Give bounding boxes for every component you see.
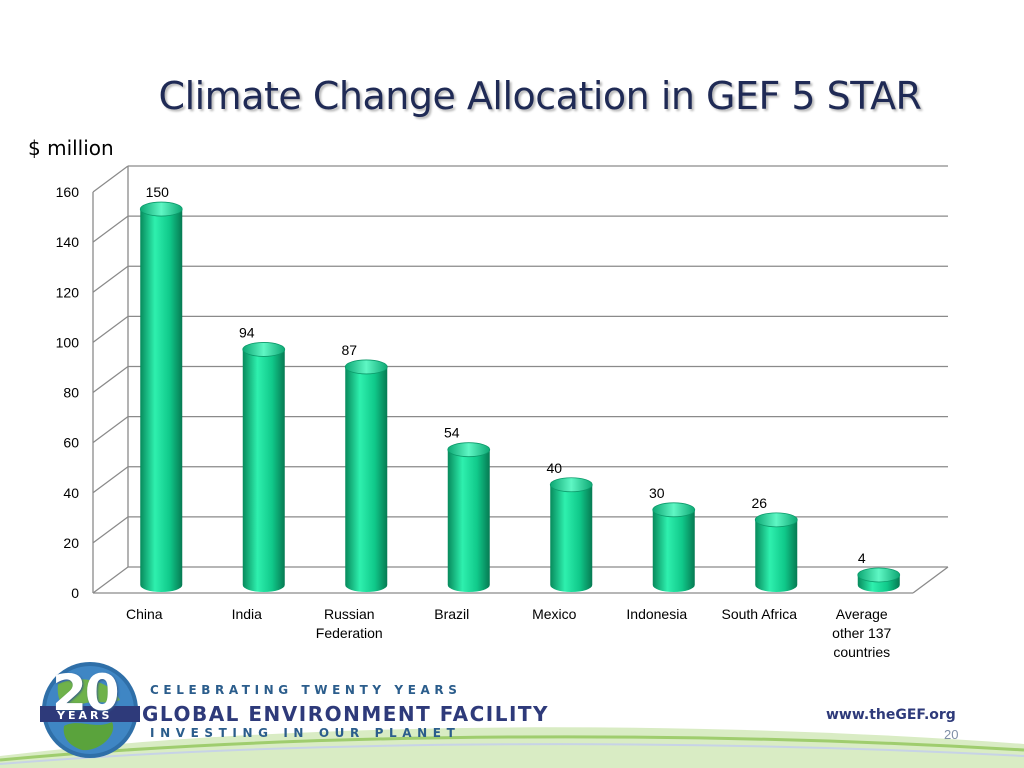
bar-top (754, 512, 798, 528)
bar-body (140, 209, 183, 593)
gridline-depth (92, 466, 129, 494)
bar-body (652, 509, 695, 592)
data-label: 87 (341, 342, 357, 358)
x-tick-label: Average other 137 countries (832, 606, 891, 660)
x-tick-label: India (232, 606, 263, 622)
y-tick-label: 120 (56, 284, 80, 300)
x-tick-label: Russian Federation (316, 606, 383, 641)
y-tick-label: 100 (56, 334, 80, 350)
x-tick-label: South Africa (722, 606, 798, 622)
data-label: 40 (546, 460, 562, 476)
axis-layer: 0 20 40 60 80 100 120 140 160 (56, 184, 94, 601)
x-tick-label: China (126, 606, 163, 622)
footer-org-name: GLOBAL ENVIRONMENT FACILITY (142, 702, 550, 726)
y-tick-label: 20 (63, 535, 79, 551)
y-tick-label: 160 (56, 184, 80, 200)
bar-top (242, 342, 286, 357)
bar (857, 567, 901, 593)
bar (447, 442, 491, 593)
y-tick-label: 40 (63, 485, 79, 501)
gridline-depth (92, 215, 129, 243)
gridline-depth (92, 165, 129, 193)
logo-years: YEARS (57, 709, 113, 722)
gridline-depth (92, 315, 129, 343)
data-label: 4 (858, 550, 866, 566)
bar (242, 342, 286, 593)
data-label: 94 (239, 324, 255, 340)
gridline-depth (92, 365, 129, 394)
grid-layer (92, 165, 949, 594)
bar (549, 477, 593, 593)
footer-celebrating: CELEBRATING TWENTY YEARS (150, 683, 462, 697)
bar (139, 201, 183, 593)
bar-top (139, 201, 183, 217)
bar-layer (139, 201, 901, 593)
unit-label: $ million (28, 136, 114, 160)
bar (344, 359, 388, 593)
bar-chart: 0 20 40 60 80 100 120 140 160 150 China 94 India 87 R… (56, 165, 949, 660)
label-layer: 150 China 94 India 87 Russian Federation 54 Braz… (126, 184, 892, 660)
x-tick-label: Brazil (434, 606, 469, 622)
footer-swoosh (0, 662, 1024, 768)
bar-body (550, 484, 593, 593)
y-tick-label: 80 (63, 385, 79, 401)
gridline-depth (92, 566, 129, 594)
bar (754, 512, 798, 593)
page-number: 20 (944, 727, 959, 742)
bar-top (652, 502, 696, 518)
floor-right-edge (912, 566, 949, 594)
y-tick-label: 140 (56, 234, 80, 250)
bar-top (549, 477, 593, 493)
data-label: 54 (444, 425, 460, 441)
bar-top (447, 442, 491, 458)
x-tick-label: Indonesia (626, 606, 687, 622)
data-label: 150 (146, 184, 170, 200)
gridline-depth (92, 265, 129, 293)
footer-tagline: INVESTING IN OUR PLANET (150, 726, 461, 740)
bar-body (755, 519, 798, 593)
bar-body (242, 349, 285, 593)
y-tick-label: 60 (63, 435, 79, 451)
logo-number: 20 (52, 664, 120, 722)
bar-body (447, 449, 490, 593)
data-label: 26 (751, 495, 767, 511)
data-label: 30 (649, 485, 665, 501)
bar (652, 502, 696, 592)
bar-body (345, 366, 388, 593)
x-tick-label: Mexico (532, 606, 577, 622)
gridline-depth (92, 516, 129, 544)
slide-title: Climate Change Allocation in GEF 5 STAR (158, 74, 922, 118)
y-tick-label: 0 (71, 585, 79, 601)
bar-top (857, 567, 901, 583)
website-link[interactable]: www.theGEF.org (826, 707, 956, 723)
gridline-depth (92, 416, 129, 444)
bar-top (344, 359, 388, 375)
